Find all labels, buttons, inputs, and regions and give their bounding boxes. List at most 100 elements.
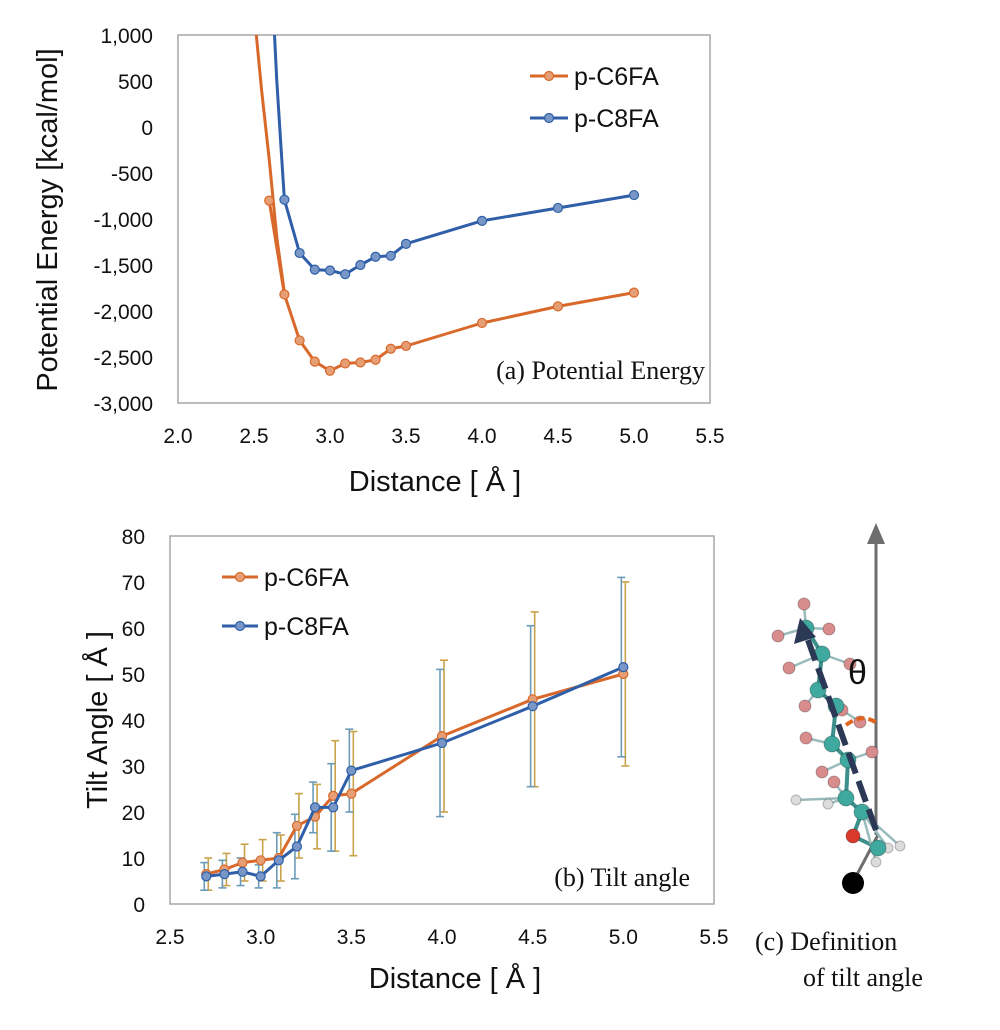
legend-marker-p-C8FA [234, 620, 246, 632]
x-tick-label: 4.0 [467, 425, 496, 448]
data-point-p-C6FA [279, 289, 290, 300]
data-point-p-C8FA [340, 269, 351, 280]
data-point-p-C8FA [355, 259, 366, 271]
data-point-p-C8FA [552, 202, 564, 214]
carbon-atom [837, 789, 855, 807]
tilt-vector-arrowhead-icon [794, 618, 816, 644]
y-tick-label: -2,500 [93, 347, 153, 370]
fluorine-atom [827, 775, 841, 789]
legend-label-p-C6FA: p-C6FA [264, 564, 349, 592]
potential-energy-chart: 1,000 500 0 -500 -1,000 -1,500 -2,000 -2,500 -3,… [32, 25, 725, 498]
x-tick-label: 2.5 [155, 926, 184, 949]
data-point-p-C8FA [255, 871, 266, 882]
y-tick-label: -1,500 [93, 255, 153, 278]
x-tick-label: 4.0 [427, 926, 456, 949]
bond [795, 796, 847, 802]
x-tick-label: 3.5 [391, 425, 420, 448]
data-point-p-C8FA [324, 265, 336, 276]
x-tick-labels: 2.0 2.5 3.0 3.5 4.0 4.5 5.0 5.5 [163, 425, 724, 448]
hydrogen-atom [894, 840, 906, 852]
data-point-p-C8FA [618, 661, 629, 673]
y-tick-label: -500 [111, 163, 153, 186]
y-tick-label: 40 [122, 710, 145, 733]
plot-frame [169, 535, 715, 905]
data-point-p-C8FA [436, 737, 448, 749]
fluorine-atom [865, 745, 879, 759]
x-tick-label: 4.5 [543, 425, 572, 448]
data-point-p-C8FA [237, 866, 248, 877]
y-axis-label: Tilt Angle [ Å ] [81, 631, 114, 809]
data-point-p-C6FA [264, 195, 275, 206]
data-point-p-C8FA [291, 841, 303, 852]
y-tick-label: 1,000 [100, 25, 153, 48]
data-point-p-C6FA [476, 317, 488, 329]
x-axis-label: Distance [ Å ] [349, 465, 521, 498]
legend-marker-p-C6FA [543, 70, 555, 82]
bond [861, 811, 901, 847]
legend-label-p-C8FA: p-C8FA [264, 613, 349, 641]
carbon-atom [869, 839, 887, 857]
y-tick-label: 20 [122, 802, 145, 825]
carbon-atom [823, 735, 841, 753]
legend-label-p-C8FA: p-C8FA [574, 105, 659, 133]
data-point-p-C8FA [294, 247, 305, 259]
x-tick-label: 4.5 [518, 926, 547, 949]
data-point-p-C6FA [324, 365, 336, 376]
data-point-p-C8FA [476, 215, 488, 226]
data-point-p-C6FA [346, 788, 357, 799]
data-point-p-C8FA [201, 871, 212, 882]
fluorine-atom [782, 661, 796, 675]
data-point-p-C8FA [628, 189, 640, 201]
tilt-vector [805, 638, 879, 832]
y-tick-label: 80 [122, 526, 145, 549]
x-tick-label: 3.0 [315, 425, 344, 448]
tilt-angle-arc [844, 716, 880, 727]
y-tick-labels: 1,000 500 0 -500 -1,000 -1,500 -2,000 -2,500 -3,… [93, 25, 153, 416]
data-point-p-C6FA [291, 820, 303, 831]
legend: p-C6FA p-C8FA [530, 63, 659, 133]
y-tick-label: 60 [122, 618, 145, 641]
data-point-p-C6FA [340, 358, 351, 369]
y-tick-label: 10 [122, 848, 145, 871]
panel-a-annotation: (a) Potential Energy [496, 356, 705, 385]
hydrogen-atom [790, 794, 802, 806]
data-point-p-C8FA [346, 765, 357, 776]
y-tick-label: 0 [141, 117, 153, 140]
series-line-p-C6FA [254, 34, 635, 373]
y-tick-label: -3,000 [93, 393, 153, 416]
legend-marker-p-C6FA [234, 571, 246, 583]
y-tick-label: 0 [133, 894, 145, 917]
x-axis-label: Distance [ Å ] [369, 962, 541, 995]
data-point-p-C6FA [355, 357, 366, 368]
y-tick-label: 70 [122, 572, 145, 595]
tilt-angle-definition-illustration: θ (c) Definition of tilt angle [755, 523, 923, 992]
data-point-p-C8FA [370, 251, 381, 262]
data-point-p-C6FA [552, 301, 564, 312]
legend-marker-p-C8FA [543, 112, 555, 124]
series-group [254, 34, 640, 376]
y-tick-label: 30 [122, 756, 145, 779]
series-group [201, 661, 629, 882]
hydrogen-atom [870, 856, 882, 868]
legend-label-p-C6FA: p-C6FA [574, 63, 659, 91]
fluorine-atom [797, 597, 811, 611]
data-point-p-C8FA [279, 194, 290, 205]
x-tick-label: 5.5 [695, 425, 724, 448]
data-point-p-C6FA [400, 340, 412, 352]
oxygen-atom [845, 828, 861, 844]
data-point-p-C8FA [219, 868, 230, 880]
x-tick-labels: 2.5 3.0 3.5 4.0 4.5 5.0 5.5 [155, 926, 728, 949]
y-axis-label: Potential Energy [kcal/mol] [32, 48, 64, 391]
hydrogen-atom [822, 798, 834, 810]
data-point-p-C6FA [294, 335, 305, 346]
data-point-p-C8FA [273, 855, 284, 866]
panel-c-caption-line1: (c) Definition [755, 927, 897, 956]
fluorine-atom [798, 699, 812, 713]
legend: p-C6FA p-C8FA [222, 564, 349, 641]
plot-frame [177, 34, 711, 404]
fluorine-atom [771, 629, 785, 643]
data-point-p-C8FA [309, 264, 320, 275]
y-tick-label: 500 [118, 71, 153, 94]
x-tick-label: 5.5 [699, 926, 728, 949]
x-tick-label: 3.0 [246, 926, 275, 949]
